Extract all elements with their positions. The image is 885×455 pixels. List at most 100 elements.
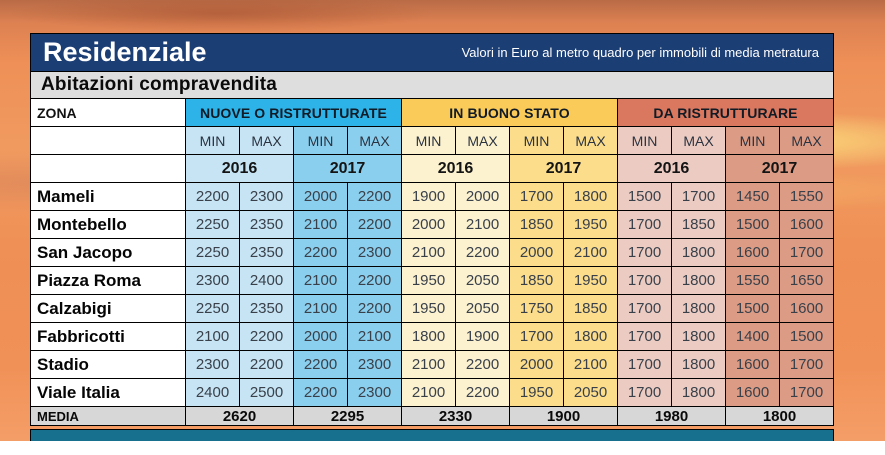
value-cell: 2200 bbox=[186, 183, 239, 210]
value-cell: 1700 bbox=[618, 239, 671, 266]
min-label-cell: MIN bbox=[510, 127, 563, 154]
zona-cell: Viale Italia bbox=[31, 379, 185, 406]
year-cell: 2016 bbox=[186, 155, 293, 182]
value-cell: 2100 bbox=[402, 351, 455, 378]
group-header-1: IN BUONO STATO bbox=[402, 99, 617, 126]
value-cell: 1700 bbox=[618, 323, 671, 350]
zona-cell: Stadio bbox=[31, 351, 185, 378]
value-cell: 2200 bbox=[348, 211, 401, 238]
value-cell: 2100 bbox=[402, 379, 455, 406]
value-cell: 1600 bbox=[726, 239, 779, 266]
min-label-cell: MIN bbox=[294, 127, 347, 154]
value-cell: 2300 bbox=[348, 239, 401, 266]
value-cell: 2200 bbox=[456, 351, 509, 378]
value-cell: 1850 bbox=[672, 211, 725, 238]
value-cell: 2200 bbox=[294, 351, 347, 378]
zona-cell: Montebello bbox=[31, 211, 185, 238]
value-cell: 1800 bbox=[564, 323, 617, 350]
value-cell: 1450 bbox=[726, 183, 779, 210]
value-cell: 1950 bbox=[402, 267, 455, 294]
value-cell: 1700 bbox=[618, 211, 671, 238]
value-cell: 1850 bbox=[564, 295, 617, 322]
value-cell: 1800 bbox=[672, 295, 725, 322]
value-cell: 2250 bbox=[186, 239, 239, 266]
value-cell: 2050 bbox=[456, 295, 509, 322]
value-cell: 1550 bbox=[780, 183, 833, 210]
group-header-0: NUOVE O RISTRUTTURATE bbox=[186, 99, 401, 126]
zona-cell: Piazza Roma bbox=[31, 267, 185, 294]
value-cell: 1700 bbox=[780, 351, 833, 378]
max-label-cell: MAX bbox=[240, 127, 293, 154]
media-value-cell: 2330 bbox=[402, 407, 509, 425]
value-cell: 1950 bbox=[564, 267, 617, 294]
value-cell: 1950 bbox=[402, 295, 455, 322]
max-label-cell: MAX bbox=[564, 127, 617, 154]
zona-cell: Fabbricotti bbox=[31, 323, 185, 350]
value-cell: 1800 bbox=[672, 239, 725, 266]
zona-spacer-cell bbox=[31, 127, 185, 154]
min-label-cell: MIN bbox=[402, 127, 455, 154]
value-cell: 2300 bbox=[186, 351, 239, 378]
min-label-cell: MIN bbox=[726, 127, 779, 154]
value-cell: 1600 bbox=[780, 211, 833, 238]
value-cell: 1550 bbox=[726, 267, 779, 294]
page-title: Residenziale bbox=[43, 37, 207, 67]
year-cell: 2017 bbox=[510, 155, 617, 182]
value-cell: 1800 bbox=[672, 267, 725, 294]
year-cell: 2017 bbox=[294, 155, 401, 182]
section-title: Abitazioni compravendita bbox=[41, 74, 278, 95]
value-cell: 1400 bbox=[726, 323, 779, 350]
value-cell: 2200 bbox=[240, 323, 293, 350]
zona-spacer-cell bbox=[31, 155, 185, 182]
section-header: Abitazioni compravendita bbox=[31, 72, 833, 98]
value-cell: 1850 bbox=[510, 211, 563, 238]
value-cell: 2300 bbox=[186, 267, 239, 294]
value-cell: 1700 bbox=[618, 379, 671, 406]
min-label-cell: MIN bbox=[186, 127, 239, 154]
value-cell: 1700 bbox=[618, 295, 671, 322]
value-cell: 1700 bbox=[672, 183, 725, 210]
value-cell: 2100 bbox=[294, 211, 347, 238]
value-cell: 2200 bbox=[240, 351, 293, 378]
value-cell: 2050 bbox=[456, 267, 509, 294]
zona-cell: Calzabigi bbox=[31, 295, 185, 322]
media-label-cell: MEDIA bbox=[31, 407, 185, 425]
value-cell: 2100 bbox=[186, 323, 239, 350]
value-cell: 2100 bbox=[456, 211, 509, 238]
group-header-2: DA RISTRUTTURARE bbox=[618, 99, 833, 126]
value-cell: 1800 bbox=[672, 351, 725, 378]
value-cell: 2500 bbox=[240, 379, 293, 406]
value-cell: 1800 bbox=[672, 323, 725, 350]
value-cell: 2200 bbox=[456, 239, 509, 266]
value-cell: 2400 bbox=[240, 267, 293, 294]
max-label-cell: MAX bbox=[780, 127, 833, 154]
media-value-cell: 2295 bbox=[294, 407, 401, 425]
value-cell: 2200 bbox=[294, 379, 347, 406]
value-cell: 1600 bbox=[726, 379, 779, 406]
value-cell: 1700 bbox=[618, 351, 671, 378]
value-cell: 1500 bbox=[780, 323, 833, 350]
value-cell: 1800 bbox=[564, 183, 617, 210]
value-cell: 2050 bbox=[564, 379, 617, 406]
zona-cell: San Jacopo bbox=[31, 239, 185, 266]
year-cell: 2016 bbox=[618, 155, 725, 182]
value-cell: 1600 bbox=[780, 295, 833, 322]
value-cell: 1700 bbox=[780, 239, 833, 266]
value-cell: 2000 bbox=[510, 351, 563, 378]
value-cell: 2350 bbox=[240, 211, 293, 238]
value-cell: 2000 bbox=[294, 323, 347, 350]
value-cell: 1950 bbox=[510, 379, 563, 406]
max-label-cell: MAX bbox=[456, 127, 509, 154]
value-cell: 1650 bbox=[780, 267, 833, 294]
value-cell: 1800 bbox=[672, 379, 725, 406]
media-value-cell: 1980 bbox=[618, 407, 725, 425]
year-cell: 2017 bbox=[726, 155, 833, 182]
title-tagline: Valori in Euro al metro quadro per immob… bbox=[461, 45, 819, 60]
value-cell: 2200 bbox=[456, 379, 509, 406]
value-cell: 2400 bbox=[186, 379, 239, 406]
value-cell: 2000 bbox=[456, 183, 509, 210]
value-cell: 2250 bbox=[186, 295, 239, 322]
value-cell: 1900 bbox=[456, 323, 509, 350]
media-value-cell: 2620 bbox=[186, 407, 293, 425]
value-cell: 2300 bbox=[348, 379, 401, 406]
